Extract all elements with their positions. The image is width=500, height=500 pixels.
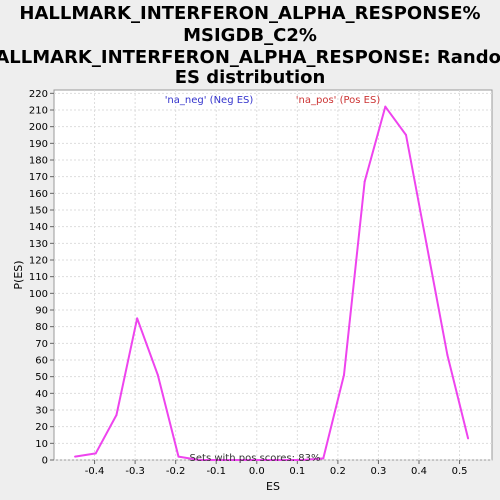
- y-tick-label: 30: [35, 406, 48, 417]
- data-point: [260, 459, 263, 461]
- data-point: [156, 374, 159, 376]
- x-tick-label: 0.3: [370, 466, 386, 477]
- x-tick-label: 0.4: [411, 466, 427, 477]
- x-tick-label: -0.2: [166, 466, 186, 477]
- data-point: [74, 455, 77, 458]
- y-tick-label: 80: [35, 322, 48, 333]
- data-point: [446, 354, 449, 356]
- y-tick-label: 180: [29, 156, 48, 167]
- data-point: [384, 105, 387, 108]
- y-tick-label: 210: [29, 106, 48, 117]
- y-tick-label: 90: [35, 306, 48, 317]
- chart-title-line-4: ES distribution: [175, 67, 326, 88]
- x-tick-label: 0.5: [452, 466, 468, 477]
- x-axis-label: ES: [266, 480, 280, 493]
- y-tick-label: 20: [35, 422, 48, 433]
- data-point: [115, 414, 118, 416]
- y-tick-label: 130: [29, 239, 48, 250]
- y-axis-ticks: 0 10 20 30 40 50 60 70 80 90 100 110 120 130 140 150 160…: [29, 89, 54, 467]
- y-tick-label: 200: [29, 122, 48, 133]
- data-point: [239, 459, 242, 461]
- x-tick-label: 0.0: [249, 466, 265, 477]
- data-point: [218, 459, 221, 461]
- legend-neg: 'na_neg' (Neg ES): [165, 95, 254, 106]
- y-tick-label: 70: [35, 339, 48, 350]
- data-point: [467, 437, 470, 440]
- y-axis-label: P(ES): [12, 260, 25, 289]
- x-tick-label: -0.4: [85, 466, 105, 477]
- y-tick-label: 50: [35, 372, 48, 383]
- data-point: [363, 180, 366, 183]
- chart-title-line-3: HALLMARK_INTERFERON_ALPHA_RESPONSE: Rand…: [0, 47, 500, 68]
- x-tick-label: -0.3: [125, 466, 145, 477]
- y-tick-label: 10: [35, 439, 48, 450]
- series-line: [74, 105, 470, 461]
- chart-title-line-1: HALLMARK_INTERFERON_ALPHA_RESPONSE%: [19, 3, 480, 24]
- y-tick-label: 160: [29, 189, 48, 200]
- data-point: [425, 244, 428, 246]
- y-tick-label: 190: [29, 139, 48, 150]
- y-tick-label: 100: [29, 289, 48, 300]
- data-point: [301, 459, 304, 461]
- y-tick-label: 120: [29, 256, 48, 267]
- y-tick-label: 170: [29, 172, 48, 183]
- y-tick-label: 140: [29, 222, 48, 233]
- data-point: [94, 452, 97, 455]
- data-point: [177, 455, 180, 458]
- grid: [54, 90, 492, 461]
- chart-title: HALLMARK_INTERFERON_ALPHA_RESPONSE% MSIG…: [0, 3, 500, 88]
- legend-pos: 'na_pos' (Pos ES): [296, 95, 381, 106]
- series-layer: [74, 105, 470, 461]
- data-point: [322, 457, 325, 460]
- x-axis-ticks: -0.4 -0.3 -0.2 -0.1 0.0 0.1 0.2 0.3 0.4 0.5: [85, 460, 468, 477]
- y-tick-label: 40: [35, 389, 48, 400]
- y-tick-label: 150: [29, 206, 48, 217]
- x-tick-label: 0.2: [330, 466, 346, 477]
- y-tick-label: 60: [35, 356, 48, 367]
- data-point: [198, 459, 201, 461]
- y-tick-label: 110: [29, 272, 48, 283]
- x-tick-label: 0.1: [289, 466, 305, 477]
- chart-title-line-2: MSIGDB_C2%: [183, 25, 317, 46]
- y-tick-label: 0: [42, 456, 48, 467]
- x-tick-label: -0.1: [206, 466, 226, 477]
- y-tick-label: 220: [29, 89, 48, 100]
- data-point: [342, 374, 345, 376]
- data-point: [136, 317, 139, 320]
- data-point: [405, 134, 408, 136]
- pos-scores-annotation: Sets with pos scores: 83%: [190, 453, 321, 464]
- data-point: [280, 459, 283, 461]
